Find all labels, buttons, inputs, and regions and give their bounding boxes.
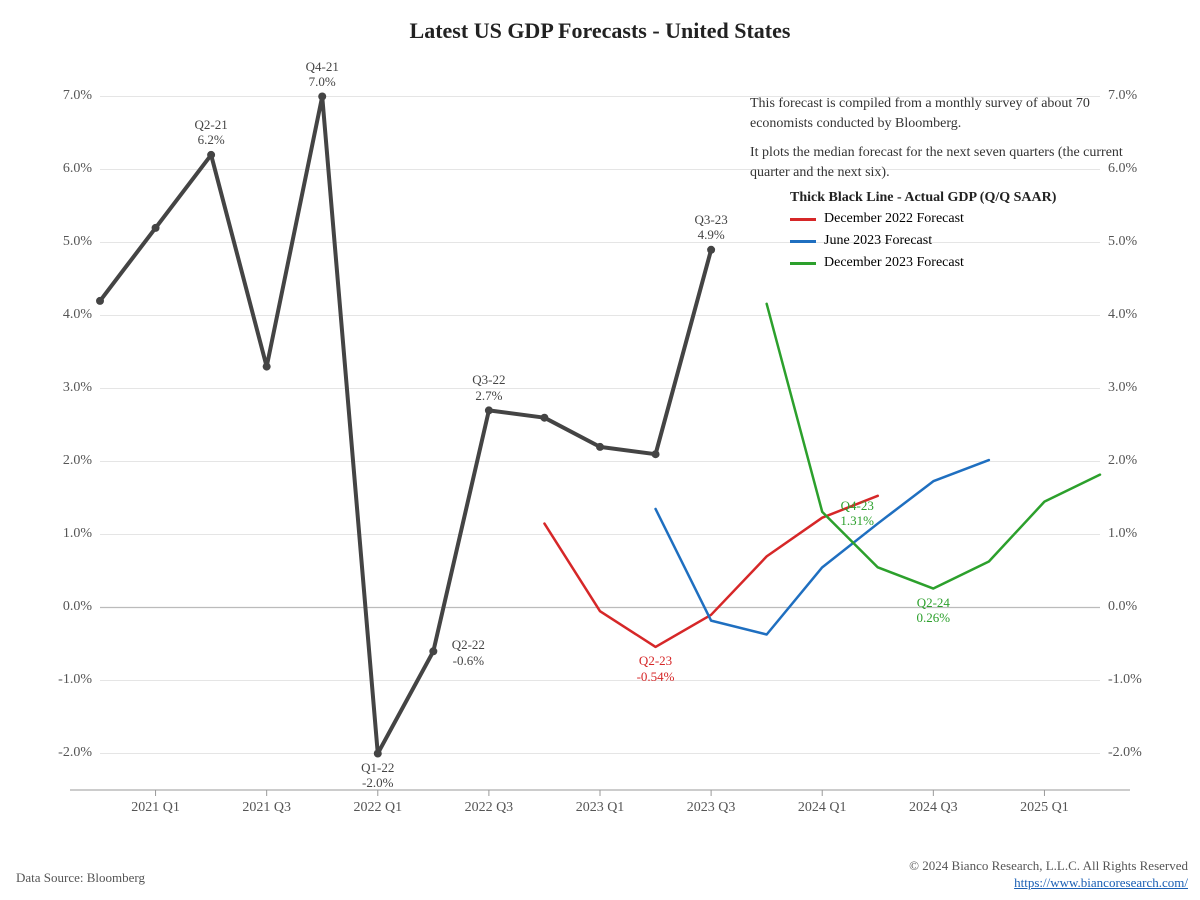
annotation-text: This forecast is compiled from a monthly… (750, 94, 1150, 182)
ytick-left: 4.0% (32, 307, 92, 323)
point-label: Q3-234.9% (695, 212, 728, 243)
ytick-left: 0.0% (32, 599, 92, 615)
xtick: 2021 Q1 (116, 800, 196, 816)
chart-title: Latest US GDP Forecasts - United States (0, 18, 1200, 44)
data-source: Data Source: Bloomberg (16, 870, 145, 886)
legend-item: June 2023 Forecast (790, 230, 1056, 252)
ytick-left: 3.0% (32, 380, 92, 396)
ytick-right: 0.0% (1108, 599, 1168, 615)
copyright: © 2024 Bianco Research, L.L.C. All Right… (909, 858, 1188, 875)
xtick: 2024 Q3 (893, 800, 973, 816)
footer-credits: © 2024 Bianco Research, L.L.C. All Right… (909, 858, 1188, 892)
ytick-left: -1.0% (32, 672, 92, 688)
ytick-left: -2.0% (32, 745, 92, 761)
xtick: 2024 Q1 (782, 800, 862, 816)
legend-label: December 2022 Forecast (824, 211, 964, 227)
ytick-right: 5.0% (1108, 234, 1168, 250)
ytick-right: 4.0% (1108, 307, 1168, 323)
ytick-right: 1.0% (1108, 526, 1168, 542)
ytick-right: 2.0% (1108, 453, 1168, 469)
ytick-left: 1.0% (32, 526, 92, 542)
annotation-line-1: This forecast is compiled from a monthly… (750, 94, 1150, 133)
ytick-right: -1.0% (1108, 672, 1168, 688)
point-label: Q2-22-0.6% (452, 637, 485, 668)
annotation-line-2: It plots the median forecast for the nex… (750, 143, 1150, 182)
xtick: 2022 Q1 (338, 800, 418, 816)
ytick-left: 7.0% (32, 88, 92, 104)
legend-label: December 2023 Forecast (824, 255, 964, 271)
ytick-right: 7.0% (1108, 88, 1168, 104)
point-label: Q2-216.2% (195, 117, 228, 148)
legend-swatch (790, 262, 816, 265)
credits-link[interactable]: https://www.biancoresearch.com/ (1014, 875, 1188, 890)
ytick-left: 2.0% (32, 453, 92, 469)
legend-swatch (790, 240, 816, 243)
legend-label: June 2023 Forecast (824, 233, 932, 249)
legend-title: Thick Black Line - Actual GDP (Q/Q SAAR) (790, 190, 1056, 206)
xtick: 2023 Q3 (671, 800, 751, 816)
xtick: 2022 Q3 (449, 800, 529, 816)
ytick-left: 5.0% (32, 234, 92, 250)
legend-item: December 2022 Forecast (790, 208, 1056, 230)
point-label: Q2-240.26% (917, 595, 951, 626)
point-label: Q3-222.7% (472, 372, 505, 403)
xtick: 2021 Q3 (227, 800, 307, 816)
xtick: 2025 Q1 (1004, 800, 1084, 816)
xtick: 2023 Q1 (560, 800, 640, 816)
chart-legend: Thick Black Line - Actual GDP (Q/Q SAAR)… (790, 190, 1056, 274)
point-label: Q2-23-0.54% (637, 653, 675, 684)
legend-item: December 2023 Forecast (790, 252, 1056, 274)
chart-plot: This forecast is compiled from a monthly… (30, 60, 1170, 820)
point-label: Q1-22-2.0% (361, 760, 394, 791)
point-label: Q4-231.31% (840, 498, 874, 529)
legend-swatch (790, 218, 816, 221)
point-label: Q4-217.0% (306, 59, 339, 90)
ytick-right: 3.0% (1108, 380, 1168, 396)
ytick-right: 6.0% (1108, 161, 1168, 177)
ytick-right: -2.0% (1108, 745, 1168, 761)
ytick-left: 6.0% (32, 161, 92, 177)
